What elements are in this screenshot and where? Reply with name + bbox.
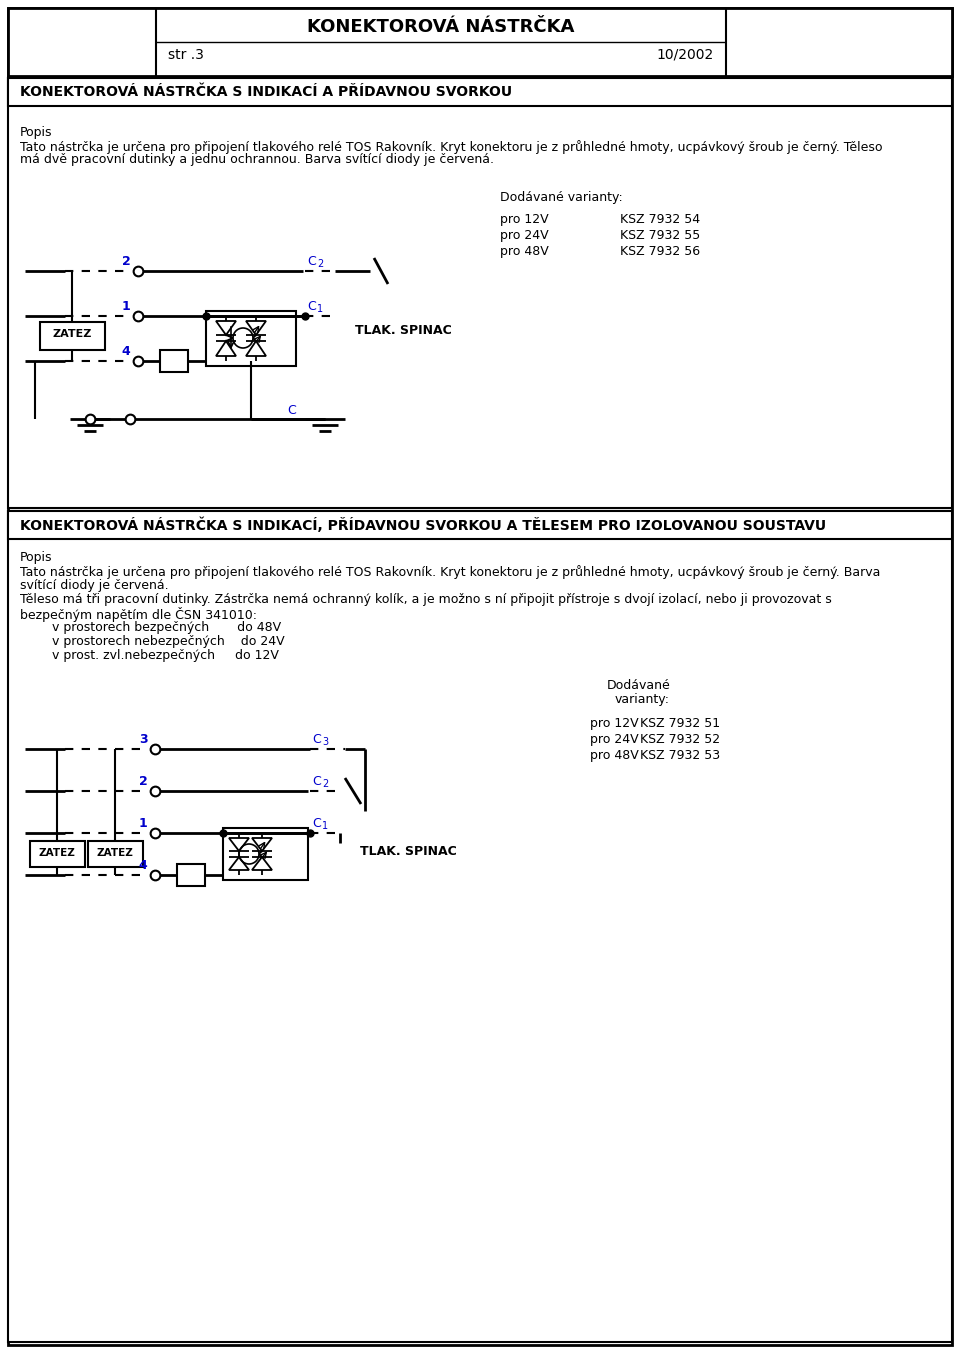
Text: KSZ 7932 51: KSZ 7932 51 xyxy=(640,717,720,731)
Bar xyxy=(8,511,952,1342)
Text: 1: 1 xyxy=(322,821,328,831)
Text: 1: 1 xyxy=(138,817,148,829)
Text: 1: 1 xyxy=(122,300,131,313)
Text: C: C xyxy=(287,405,296,417)
Text: C: C xyxy=(312,775,321,787)
Bar xyxy=(223,828,308,879)
Text: 2: 2 xyxy=(122,254,131,268)
Text: 3: 3 xyxy=(138,733,147,746)
Text: KSZ 7932 55: KSZ 7932 55 xyxy=(620,229,700,242)
Text: C: C xyxy=(307,254,316,268)
Bar xyxy=(8,78,952,106)
Bar xyxy=(206,311,296,367)
Text: Dodávané varianty:: Dodávané varianty: xyxy=(500,191,623,204)
Bar xyxy=(8,78,952,507)
Text: KONEKTOROVÁ NÁSTRČKA S INDIKACÍ, PŘÍDAVNOU SVORKOU A TĚLESEM PRO IZOLOVANOU SOUS: KONEKTOROVÁ NÁSTRČKA S INDIKACÍ, PŘÍDAVN… xyxy=(20,518,827,533)
Text: pro 48V: pro 48V xyxy=(590,750,638,762)
Text: 4: 4 xyxy=(138,859,148,871)
Bar xyxy=(8,511,952,538)
Text: 10/2002: 10/2002 xyxy=(657,47,714,62)
Text: KSZ 7932 52: KSZ 7932 52 xyxy=(640,733,720,746)
Text: svítící diody je červená.: svítící diody je červená. xyxy=(20,579,169,593)
Text: C: C xyxy=(307,300,316,313)
Text: KSZ 7932 54: KSZ 7932 54 xyxy=(620,212,700,226)
Text: TLAK. SPINAC: TLAK. SPINAC xyxy=(360,846,457,858)
Text: KONEKTOROVÁ NÁSTRČKA S INDIKACÍ A PŘÍDAVNOU SVORKOU: KONEKTOROVÁ NÁSTRČKA S INDIKACÍ A PŘÍDAV… xyxy=(20,85,512,99)
Text: pro 12V: pro 12V xyxy=(500,212,548,226)
Text: 1: 1 xyxy=(317,304,324,314)
Text: pro 24V: pro 24V xyxy=(590,733,638,746)
Text: KONEKTOROVÁ NÁSTRČKA: KONEKTOROVÁ NÁSTRČKA xyxy=(307,18,575,37)
Bar xyxy=(30,842,85,867)
Text: Těleso má tři pracovní dutinky. Zástrčka nemá ochranný kolík, a je možno s ní př: Těleso má tři pracovní dutinky. Zástrčka… xyxy=(20,593,831,606)
Text: v prostorech bezpečných       do 48V: v prostorech bezpečných do 48V xyxy=(20,621,281,635)
Text: Tato nástrčka je určena pro připojení tlakového relé TOS Rakovník. Kryt konektor: Tato nástrčka je určena pro připojení tl… xyxy=(20,566,880,579)
Text: 2: 2 xyxy=(138,775,148,787)
Bar xyxy=(160,350,188,372)
Text: 2: 2 xyxy=(322,779,328,789)
Text: 4: 4 xyxy=(122,345,131,359)
Text: pro 12V: pro 12V xyxy=(590,717,638,731)
Text: ZATEZ: ZATEZ xyxy=(97,848,133,858)
Text: 3: 3 xyxy=(322,737,328,747)
Text: 2: 2 xyxy=(317,258,324,269)
Text: bezpečným napětím dle ČSN 341010:: bezpečným napětím dle ČSN 341010: xyxy=(20,607,257,622)
Text: má dvě pracovní dutinky a jednu ochrannou. Barva svítící diody je červená.: má dvě pracovní dutinky a jednu ochranno… xyxy=(20,153,494,166)
Text: KSZ 7932 53: KSZ 7932 53 xyxy=(640,750,720,762)
Text: str .3: str .3 xyxy=(168,47,204,62)
Text: v prost. zvl.nebezpečných     do 12V: v prost. zvl.nebezpečných do 12V xyxy=(20,649,278,662)
Text: KSZ 7932 56: KSZ 7932 56 xyxy=(620,245,700,258)
Bar xyxy=(177,865,205,886)
Text: v prostorech nebezpečných    do 24V: v prostorech nebezpečných do 24V xyxy=(20,635,284,648)
Text: TLAK. SPINAC: TLAK. SPINAC xyxy=(355,323,452,337)
Text: C: C xyxy=(312,733,321,746)
Text: Dodávané: Dodávané xyxy=(607,679,670,691)
Text: pro 24V: pro 24V xyxy=(500,229,548,242)
Text: C: C xyxy=(312,817,321,829)
Text: ZATEZ: ZATEZ xyxy=(52,329,92,340)
Text: Popis: Popis xyxy=(20,126,53,139)
Text: pro 48V: pro 48V xyxy=(500,245,549,258)
Text: varianty:: varianty: xyxy=(615,693,670,706)
Bar xyxy=(40,322,105,350)
Text: Popis: Popis xyxy=(20,551,53,564)
Text: ZATEZ: ZATEZ xyxy=(38,848,76,858)
Bar xyxy=(88,842,143,867)
Text: Tato nástrčka je určena pro připojení tlakového relé TOS Rakovník. Kryt konektor: Tato nástrčka je určena pro připojení tl… xyxy=(20,139,882,154)
Bar xyxy=(8,8,952,76)
